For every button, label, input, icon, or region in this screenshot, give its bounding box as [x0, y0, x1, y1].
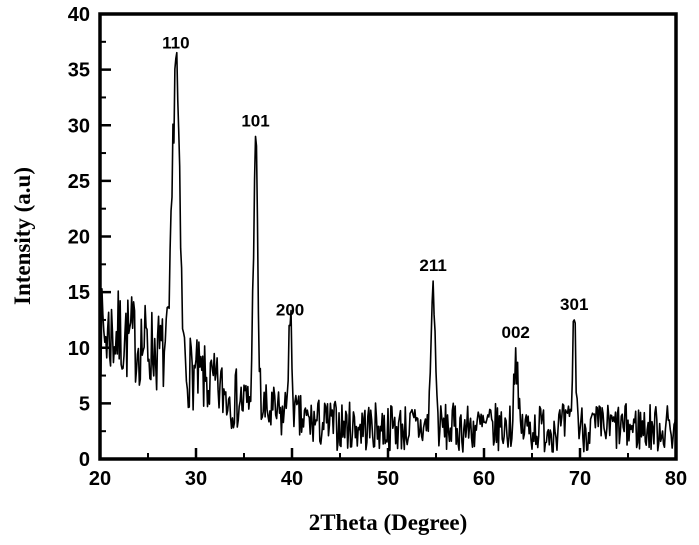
- x-axis-title: 2Theta (Degree): [309, 510, 468, 535]
- x-tick-label: 20: [89, 468, 111, 490]
- x-tick-label: 50: [377, 468, 399, 490]
- y-tick-label: 25: [68, 171, 90, 193]
- peak-labels-group: 110 101 200 211 002 301: [162, 34, 588, 342]
- y-tick-label: 0: [79, 449, 90, 471]
- y-tick-label: 10: [68, 338, 90, 360]
- peak-label: 110: [162, 34, 189, 53]
- xrd-trace: [100, 51, 676, 453]
- plot-frame: [98, 12, 678, 461]
- y-tick-label: 40: [68, 4, 90, 26]
- y-tick-label: 35: [68, 60, 90, 82]
- x-tick-label: 30: [185, 468, 207, 490]
- peak-label: 211: [419, 256, 446, 275]
- y-tick-label: 15: [68, 282, 90, 304]
- ticks-group: [98, 12, 678, 461]
- trace-group: [100, 51, 676, 453]
- tick-labels-group: 20 30 40 50 60 70 80 0 5 10 15 20 25 30 35 40: [68, 4, 687, 490]
- x-tick-label: 60: [473, 468, 495, 490]
- y-tick-label: 30: [68, 115, 90, 137]
- x-tick-label: 70: [569, 468, 591, 490]
- y-tick-label: 5: [79, 393, 90, 415]
- peak-label: 101: [241, 111, 269, 130]
- x-tick-label: 40: [281, 468, 303, 490]
- x-tick-label: 80: [665, 468, 687, 490]
- peak-label: 200: [276, 301, 304, 320]
- y-tick-label: 20: [68, 227, 90, 249]
- peak-label: 301: [560, 295, 588, 314]
- peak-label: 002: [501, 323, 529, 342]
- y-axis-title: Intensity (a.u): [10, 167, 35, 305]
